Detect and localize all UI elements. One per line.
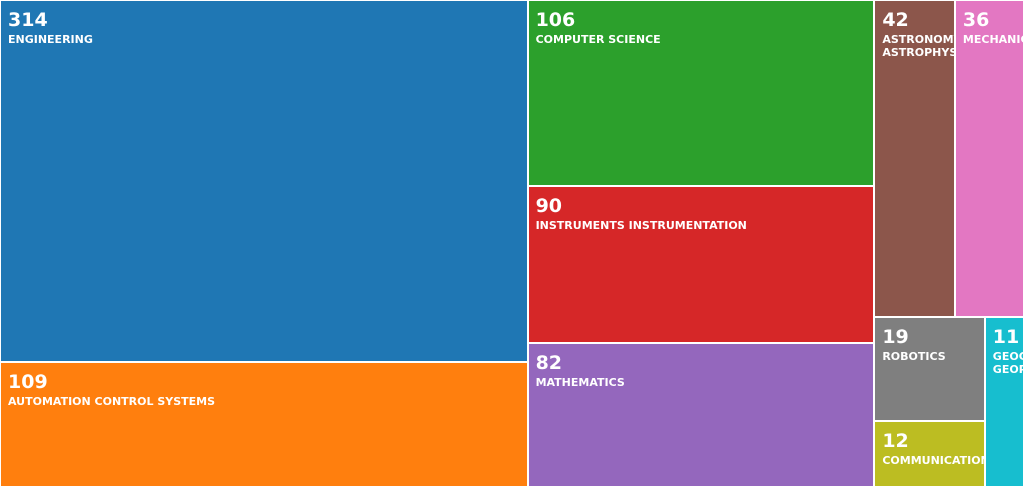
tile-label: INSTRUMENTS INSTRUMENTATION (535, 218, 747, 232)
tile: 106 COMPUTER SCIENCE (527, 0, 875, 186)
tile-label: ROBOTICS (882, 349, 946, 363)
tile-value: 11 (992, 325, 1020, 348)
tile-label: AUTOMATION CONTROL SYSTEMS (8, 394, 216, 408)
tile-value: 12 (882, 430, 909, 453)
tile: 109 AUTOMATION CONTROL SYSTEMS (0, 361, 528, 487)
tile-value: 82 (535, 352, 563, 375)
tile-value: 314 (8, 9, 48, 31)
tile-label: MECHANICS (962, 33, 1023, 46)
tile-label: ENGINEERING (8, 33, 93, 46)
tile: 19 ROBOTICS (874, 316, 985, 422)
tile-value: 36 (962, 9, 990, 31)
tile-value: 42 (882, 9, 909, 31)
tile-label: COMPUTER SCIENCE (535, 33, 661, 46)
tile: 11GEOCHEMISTRY GEOPHYSICS (984, 316, 1024, 487)
tile-value: 90 (535, 194, 563, 217)
tile-value: 106 (535, 9, 576, 31)
tile-value: 19 (882, 325, 909, 348)
tile: 36 MECHANICS (954, 0, 1024, 317)
tile: 90 INSTRUMENTS INSTRUMENTATION (527, 185, 875, 344)
tile-label: ASTRONOMY ASTROPHYSICS (882, 33, 955, 59)
tile: 314 ENGINEERING (0, 0, 528, 362)
tile: 82 MATHEMATICS (527, 343, 875, 487)
tile: 12 COMMUNICATION (874, 421, 985, 487)
tile-value: 109 (8, 370, 48, 393)
tile-label: MATHEMATICS (535, 376, 625, 390)
tile-label: GEOCHEMISTRY GEOPHYSICS (992, 349, 1023, 376)
tile-label: COMMUNICATION (882, 454, 985, 468)
